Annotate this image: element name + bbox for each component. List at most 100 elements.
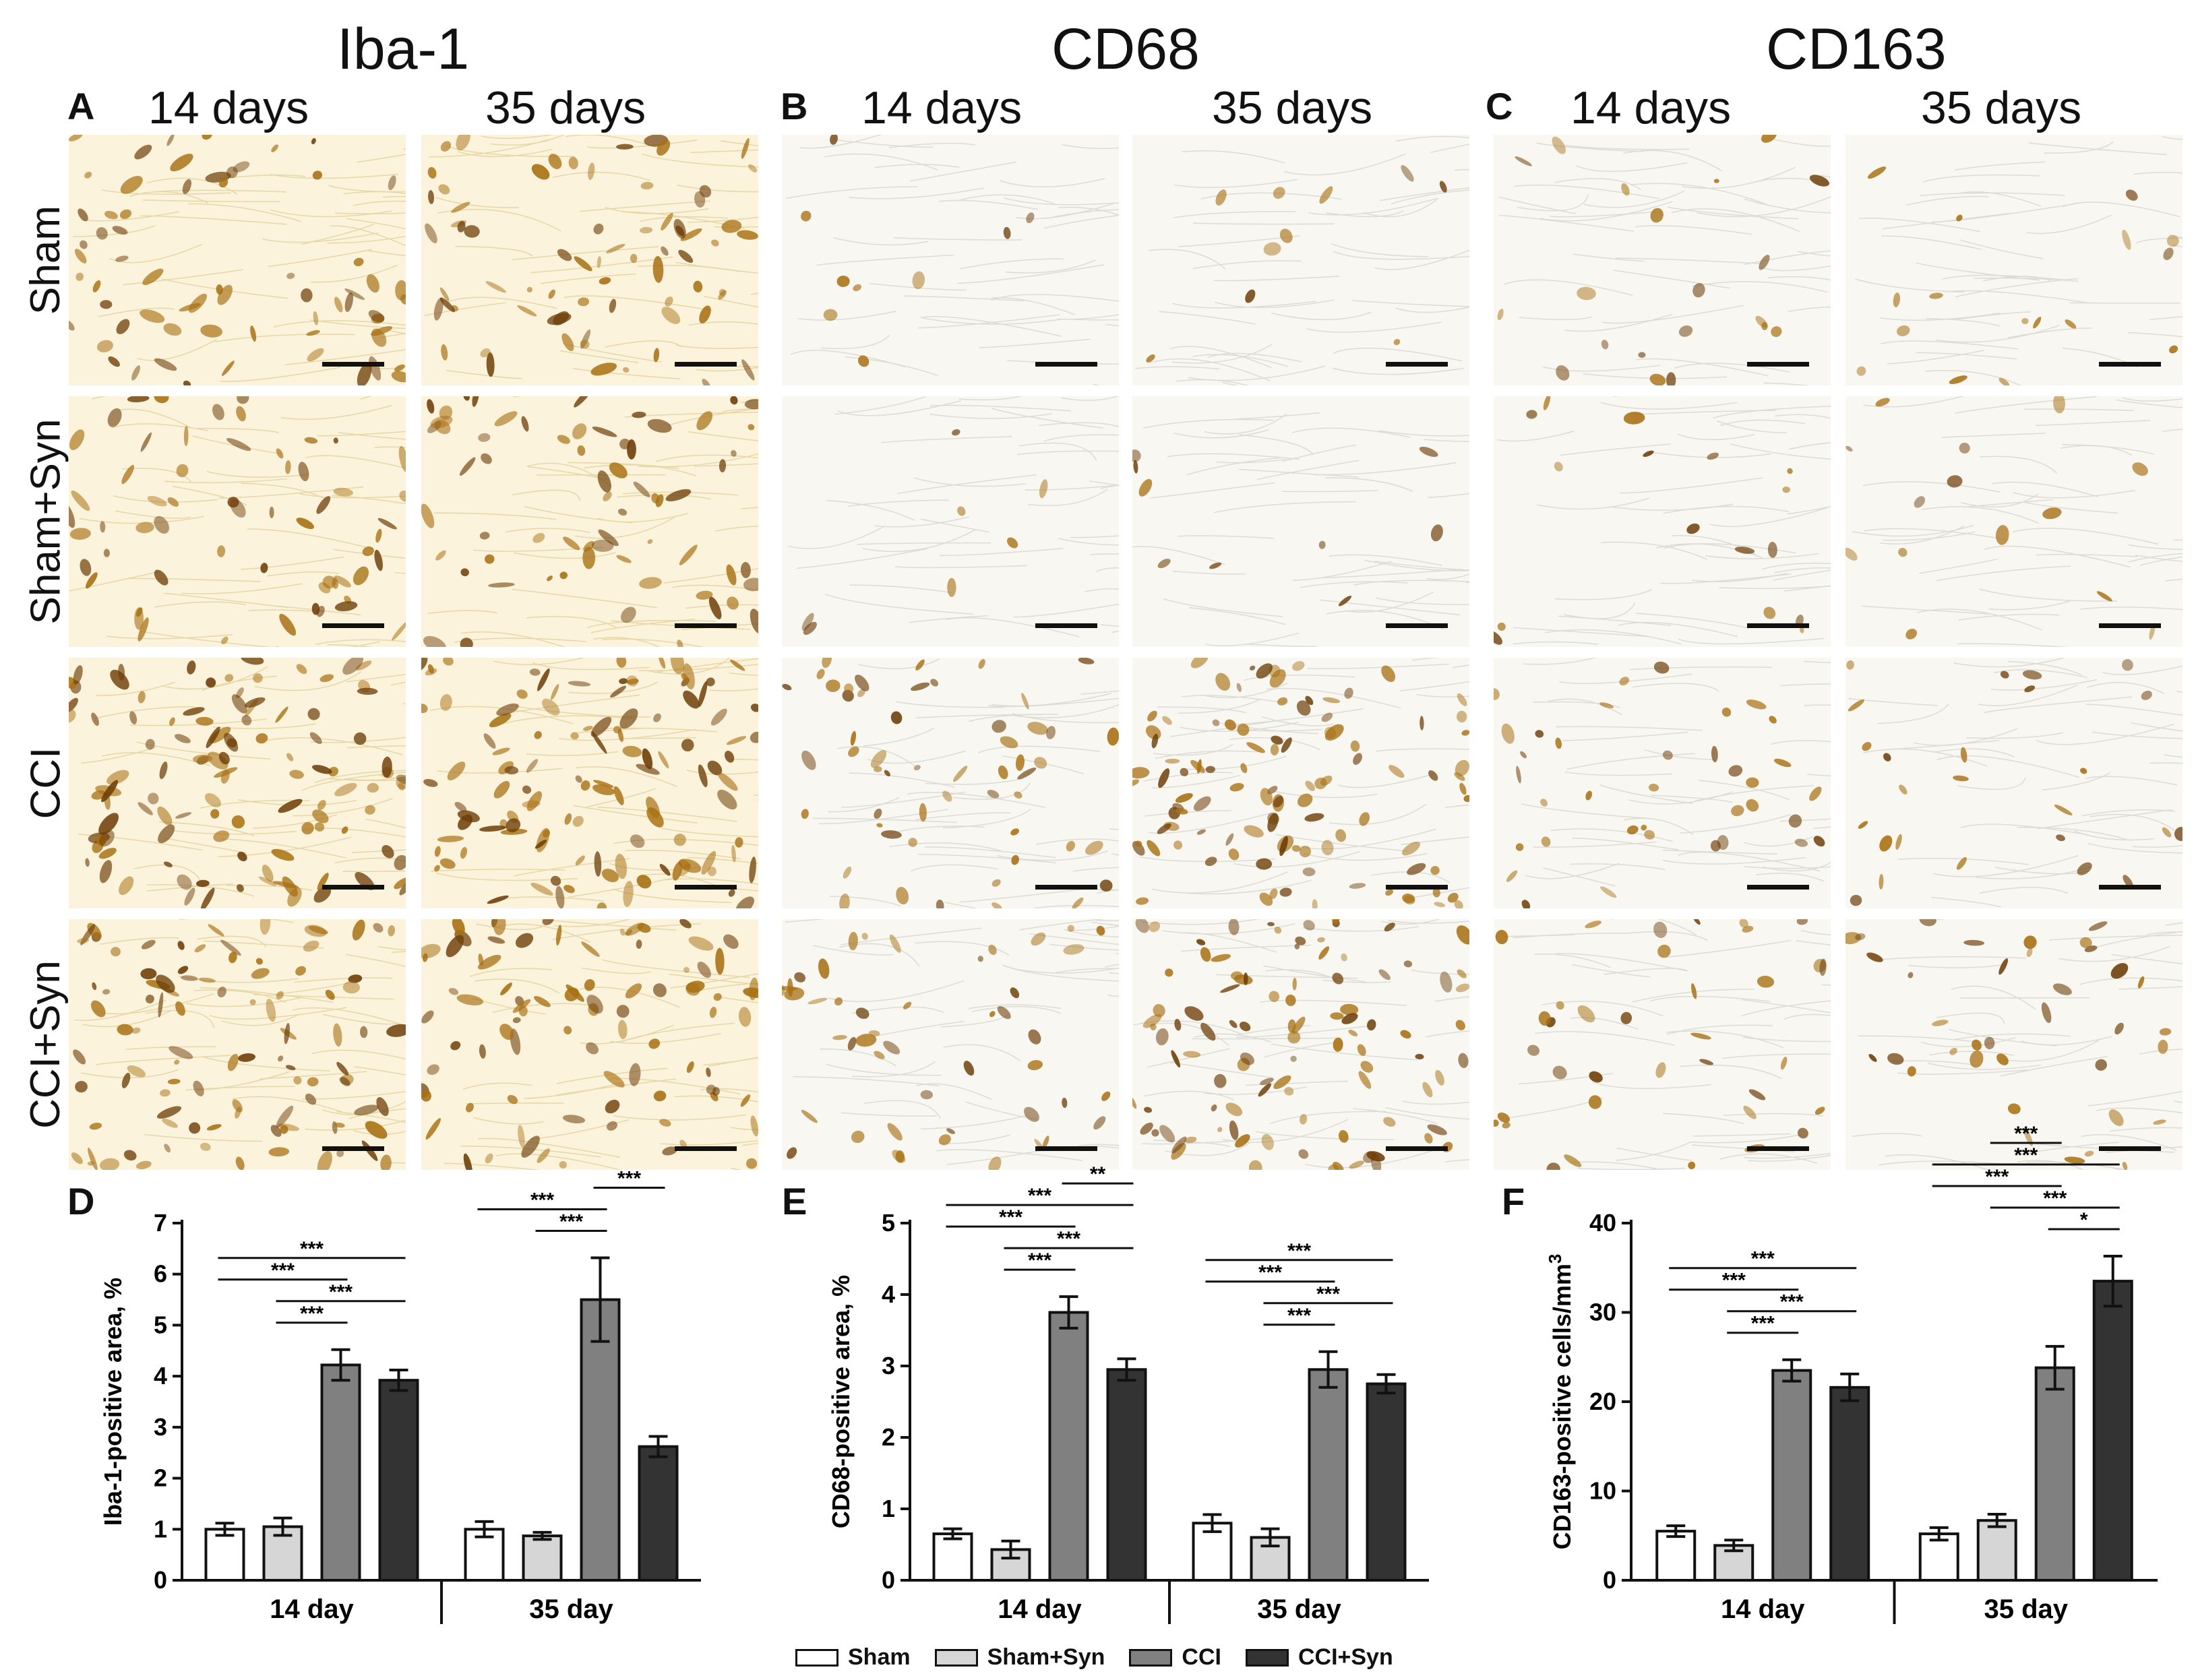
bar-cci-1 [580,1298,621,1582]
bar-sham-0 [204,1528,245,1582]
micrograph-cd68-35days-row2 [1132,396,1469,647]
micrograph-cd163-14days-row3 [1494,658,1831,908]
panel-letter-a: A [67,85,95,127]
scale-bar [1747,885,1809,890]
panel-letter-b: B [781,85,808,127]
scale-bar [1747,362,1809,367]
micrograph-cd163-14days-row4 [1494,919,1831,1170]
micrograph-cd163-35days-row3 [1845,658,2182,908]
scale-bar [1386,885,1448,890]
bar-sham-0 [932,1532,973,1582]
significance-label: *** [271,1259,295,1282]
legend-label-sham: Sham [848,1644,911,1670]
significance-label: *** [1780,1291,1804,1313]
scale-bar [1747,623,1809,628]
bar-cci-0 [1048,1311,1089,1582]
y-tick-label: 2 [882,1423,895,1451]
micrograph-iba1-35days-row4 [421,919,758,1170]
micrograph-cd68-35days-row4 [1132,919,1469,1170]
panel-letter-c: C [1486,85,1513,127]
time-heading-cd68-14: 14 days [861,82,1022,133]
micrograph-cd163-14days-row1 [1494,135,1831,385]
bar-cci-syn-0 [378,1379,419,1582]
significance-label: *** [1028,1249,1051,1272]
bar-sham-syn-1 [522,1534,563,1582]
bar-cci-1 [2034,1366,2075,1582]
y-axis-label: Iba-1-positive area, % [99,1278,127,1526]
row-label-cci-wrap: CCI [19,658,73,908]
significance-label: *** [1316,1283,1340,1305]
y-axis-label-superscript: 3 [1545,1254,1565,1264]
y-tick-label: 3 [882,1352,895,1379]
scale-bar [2099,885,2161,890]
y-tick-label: 5 [154,1311,167,1338]
scale-bar [2099,362,2161,367]
micrograph-iba1-35days-row3 [421,658,758,908]
bar-cci-syn-0 [1106,1368,1147,1582]
y-axis-label: CD163-positive cells/mm3 [1545,1254,1576,1550]
scale-bar [675,1146,737,1151]
micrograph-cd68-14days-row3 [782,658,1119,908]
micrograph-iba1-35days-row1 [421,135,758,385]
scale-bar [1747,1146,1809,1151]
micrograph-cd68-14days-row4 [782,919,1119,1170]
scale-bar [1386,623,1448,628]
micrograph-cd68-35days-row3 [1132,658,1469,908]
time-heading-iba1-35: 35 days [485,82,646,133]
scale-bar [322,362,384,367]
legend-item-cci: CCI [1129,1644,1221,1671]
y-tick-label: 0 [1603,1566,1616,1594]
bar-cci-0 [320,1363,361,1582]
row-label-sham-syn-wrap: Sham+Syn [19,396,73,647]
significance-label: *** [300,1238,324,1260]
y-tick-label: 2 [154,1464,167,1492]
legend-item-sham: Sham [795,1644,911,1671]
chart-cd68-area: 0 1 2 3 4 5 CD68-positive area, % 14 day 35 day *… [827,1163,1429,1624]
micrograph-iba1-14days-row2 [69,396,406,647]
bar-cci-syn-0 [1829,1386,1870,1582]
micrograph-iba1-14days-row3 [69,658,406,908]
significance-label: *** [300,1303,324,1325]
x-category-label: 35 day [529,1594,613,1624]
scale-bar [675,885,737,890]
significance-label: *** [2014,1144,2038,1166]
significance-label: *** [1287,1240,1311,1262]
panel-letter-e: E [782,1180,807,1222]
y-tick-label: 4 [154,1362,167,1390]
micrograph-iba1-35days-row2 [421,396,758,647]
time-heading-cd163-14: 14 days [1570,82,1732,133]
y-tick-label: 1 [882,1495,895,1522]
panel-letter-f: F [1502,1180,1525,1222]
scale-bar [1035,885,1097,890]
significance-label: *** [617,1167,641,1189]
micrograph-cd163-35days-row4 [1845,919,2182,1170]
y-tick-label: 10 [1589,1477,1616,1505]
y-tick-label: 4 [882,1280,895,1308]
x-category-label: 14 day [1721,1594,1805,1624]
y-tick-label: 30 [1589,1299,1616,1326]
row-label-sham: Sham [22,206,69,315]
micrograph-cd68-14days-row1 [782,135,1119,385]
time-heading-cd163-35: 35 days [1921,82,2082,133]
scale-bar [1386,362,1448,367]
significance-label: * [2080,1209,2088,1231]
stain-title-cd68: CD68 [1051,17,1200,82]
legend-label-cci: CCI [1182,1644,1221,1670]
scale-bar [675,623,737,628]
legend-swatch-sham [795,1648,838,1667]
significance-label: *** [1057,1228,1080,1250]
legend-label-sham-syn: Sham+Syn [987,1644,1105,1670]
bar-cci-0 [1771,1369,1812,1582]
legend-label-cci-syn: CCI+Syn [1298,1644,1393,1670]
row-label-sham-syn: Sham+Syn [22,418,69,625]
micrograph-iba1-14days-row1 [69,135,406,385]
bar-sham-0 [1655,1530,1697,1582]
significance-label: *** [2043,1187,2067,1210]
scale-bar [322,885,384,890]
chart-iba1-area: 0 1 2 3 4 5 6 7 Iba-1-positive area, % 14 day 35 d… [99,1167,701,1624]
stain-title-cd163: CD163 [1766,17,1947,82]
legend-swatch-cci-syn [1245,1648,1289,1667]
x-category-label: 35 day [1984,1594,2068,1624]
micrograph-cd68-35days-row1 [1132,135,1469,385]
chart-cd163-cells: 0 10 20 30 40 CD163-positive cells/mm3 14 day 3… [1545,1123,2158,1624]
